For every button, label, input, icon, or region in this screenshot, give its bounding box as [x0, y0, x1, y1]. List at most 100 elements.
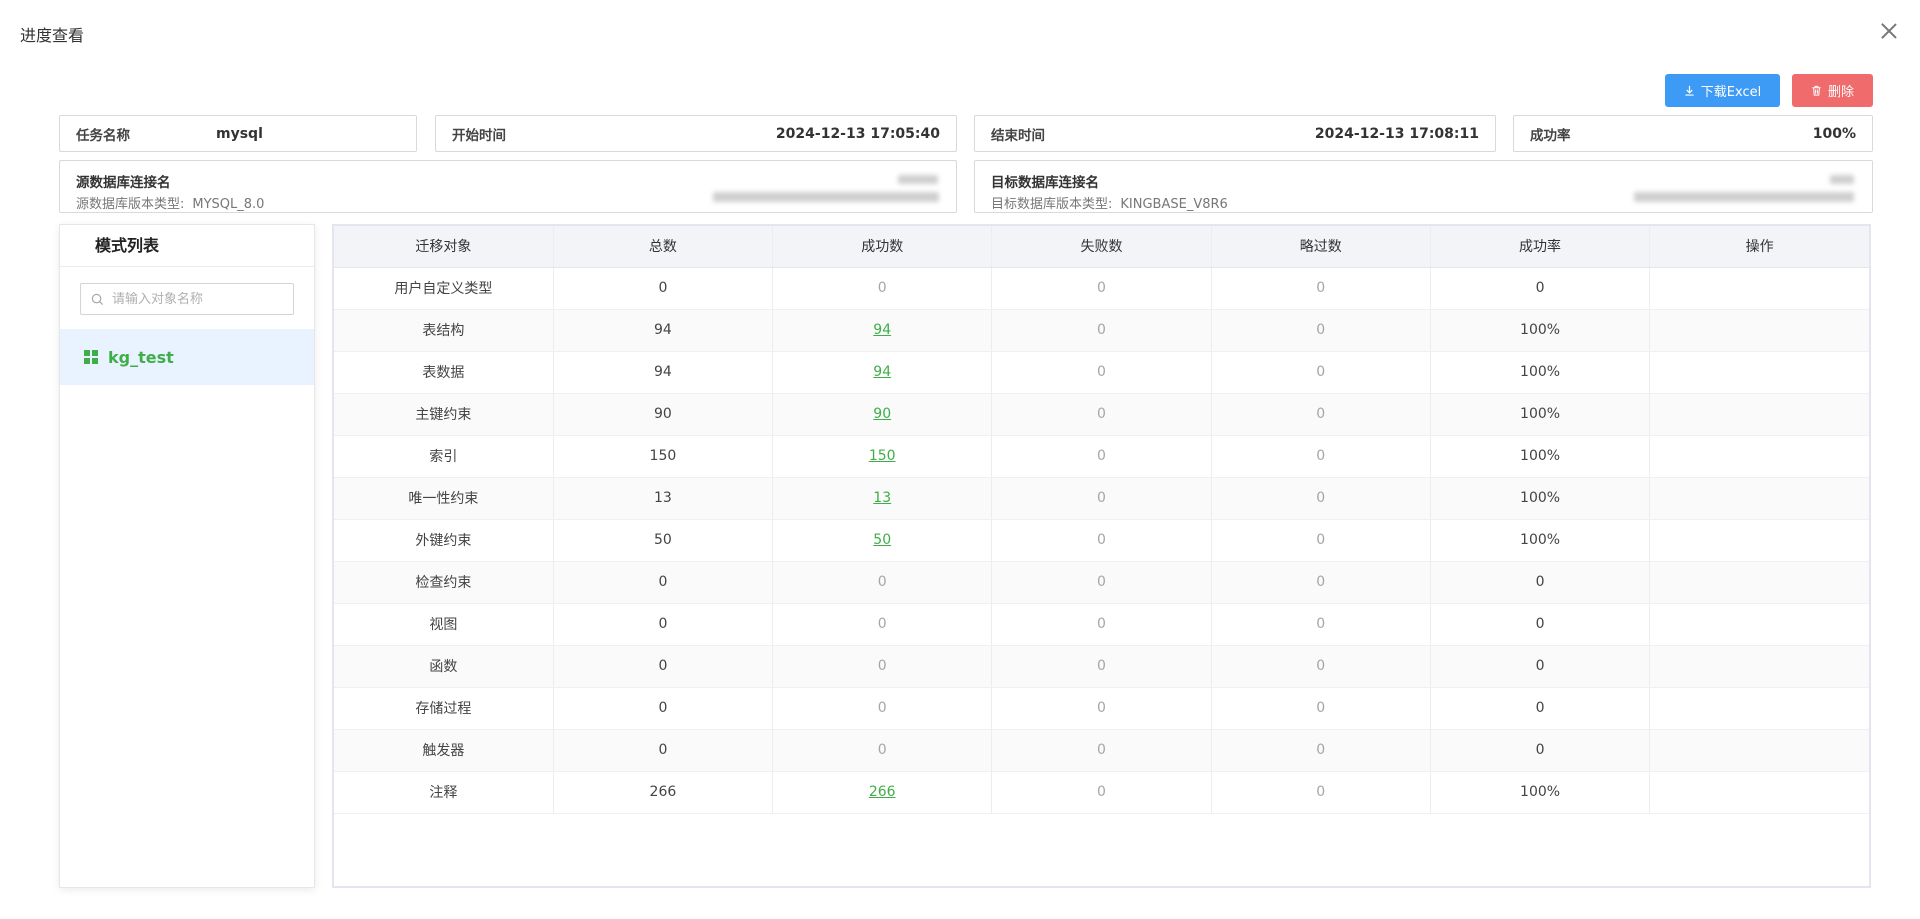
cell-failed: 0 — [991, 477, 1212, 520]
cell-rate: 0 — [1430, 561, 1651, 604]
start-time-box: 开始时间 2024-12-13 17:05:40 — [435, 115, 957, 152]
table-row: 存储过程 0 0 0 0 0 — [334, 687, 1869, 730]
cell-total: 150 — [553, 435, 774, 478]
schema-list-panel: 模式列表 kg_test — [59, 224, 315, 888]
cell-rate: 0 — [1430, 603, 1651, 646]
source-connection-title: 源数据库连接名 — [76, 175, 171, 191]
cell-skipped: 0 — [1211, 729, 1431, 772]
cell-object: 注释 — [334, 771, 554, 814]
cell-total: 0 — [553, 645, 774, 688]
grid-icon — [84, 350, 98, 364]
cell-success: 94 — [772, 309, 993, 352]
table-body: 用户自定义类型 0 0 0 0 0 表结构 94 94 0 0 100% 表数据 94 94 0 0 100% 主键… — [334, 267, 1869, 814]
task-name-value: mysql — [216, 125, 263, 142]
end-time-label: 结束时间 — [991, 127, 1045, 144]
task-name-box: 任务名称 mysql — [59, 115, 417, 152]
cell-object: 存储过程 — [334, 687, 554, 730]
schema-item-label: kg_test — [108, 347, 174, 367]
cell-failed: 0 — [991, 435, 1212, 478]
table-row: 表数据 94 94 0 0 100% — [334, 351, 1869, 394]
cell-failed: 0 — [991, 603, 1212, 646]
cell-actions — [1649, 435, 1869, 478]
cell-skipped: 0 — [1211, 393, 1431, 436]
cell-skipped: 0 — [1211, 477, 1431, 520]
cell-object: 函数 — [334, 645, 554, 688]
delete-button[interactable]: 删除 — [1792, 74, 1873, 107]
migration-stats-table: 迁移对象 总数 成功数 失败数 略过数 成功率 操作 用户自定义类型 0 0 0 0 0 表… — [332, 224, 1871, 888]
schema-list-title: 模式列表 — [60, 225, 314, 267]
cell-actions — [1649, 561, 1869, 604]
success-rate-label: 成功率 — [1530, 127, 1571, 144]
cell-success: 0 — [772, 729, 993, 772]
cell-object: 触发器 — [334, 729, 554, 772]
table-header-row: 迁移对象 总数 成功数 失败数 略过数 成功率 操作 — [334, 226, 1869, 268]
col-header-actions: 操作 — [1649, 226, 1869, 268]
cell-object: 表结构 — [334, 309, 554, 352]
success-count-link[interactable]: 94 — [873, 322, 892, 338]
cell-success: 50 — [772, 519, 993, 562]
cell-skipped: 0 — [1211, 561, 1431, 604]
task-name-label: 任务名称 — [76, 127, 130, 144]
cell-actions — [1649, 603, 1869, 646]
trash-icon — [1812, 85, 1821, 96]
cell-object: 外键约束 — [334, 519, 554, 562]
cell-rate: 100% — [1430, 519, 1651, 562]
cell-total: 0 — [553, 687, 774, 730]
start-time-label: 开始时间 — [452, 127, 506, 144]
cell-rate: 100% — [1430, 309, 1651, 352]
cell-rate: 0 — [1430, 729, 1651, 772]
close-icon[interactable] — [1878, 20, 1900, 42]
cell-rate: 100% — [1430, 771, 1651, 814]
target-version-label: 目标数据库版本类型: — [991, 197, 1113, 212]
end-time-value: 2024-12-13 17:08:11 — [1314, 125, 1479, 142]
cell-success: 0 — [772, 687, 993, 730]
cell-object: 视图 — [334, 603, 554, 646]
success-count-link[interactable]: 50 — [873, 532, 892, 548]
cell-actions — [1649, 477, 1869, 520]
cell-skipped: 0 — [1211, 267, 1431, 310]
schema-item-kg-test[interactable]: kg_test — [60, 329, 314, 385]
cell-rate: 0 — [1430, 267, 1651, 310]
target-connection-box: 目标数据库连接名 目标数据库版本类型: KINGBASE_V8R6 — [974, 160, 1873, 213]
schema-search-input[interactable] — [112, 291, 282, 307]
table-row: 索引 150 150 0 0 100% — [334, 435, 1869, 478]
cell-rate: 100% — [1430, 435, 1651, 478]
cell-success: 94 — [772, 351, 993, 394]
success-count-link[interactable]: 13 — [873, 490, 892, 506]
col-header-total: 总数 — [553, 226, 774, 268]
cell-skipped: 0 — [1211, 435, 1431, 478]
download-icon — [1685, 85, 1694, 96]
target-version-value: KINGBASE_V8R6 — [1120, 197, 1228, 212]
download-excel-button[interactable]: 下载Excel — [1665, 74, 1780, 107]
cell-skipped: 0 — [1211, 603, 1431, 646]
cell-total: 0 — [553, 729, 774, 772]
cell-rate: 0 — [1430, 645, 1651, 688]
cell-total: 94 — [553, 351, 774, 394]
cell-success: 90 — [772, 393, 993, 436]
success-count-link[interactable]: 94 — [873, 364, 892, 380]
table-row: 检查约束 0 0 0 0 0 — [334, 561, 1869, 604]
cell-total: 94 — [553, 309, 774, 352]
source-version-label: 源数据库版本类型: — [76, 197, 185, 212]
col-header-skipped: 略过数 — [1211, 226, 1431, 268]
success-count-link[interactable]: 150 — [868, 448, 896, 464]
source-version-value: MYSQL_8.0 — [192, 197, 265, 212]
cell-success: 13 — [772, 477, 993, 520]
cell-actions — [1649, 519, 1869, 562]
table-row: 函数 0 0 0 0 0 — [334, 645, 1869, 688]
success-rate-box: 成功率 100% — [1513, 115, 1873, 152]
dialog-title: 进度查看 — [20, 26, 85, 45]
cell-skipped: 0 — [1211, 687, 1431, 730]
cell-object: 主键约束 — [334, 393, 554, 436]
success-count-link[interactable]: 90 — [873, 406, 892, 422]
success-count-link[interactable]: 266 — [868, 784, 896, 800]
cell-object: 唯一性约束 — [334, 477, 554, 520]
cell-object: 用户自定义类型 — [334, 267, 554, 310]
source-version: 源数据库版本类型: MYSQL_8.0 — [76, 193, 940, 212]
cell-failed: 0 — [991, 771, 1212, 814]
cell-total: 50 — [553, 519, 774, 562]
cell-failed: 0 — [991, 519, 1212, 562]
col-header-object: 迁移对象 — [334, 226, 554, 268]
cell-total: 266 — [553, 771, 774, 814]
cell-actions — [1649, 309, 1869, 352]
